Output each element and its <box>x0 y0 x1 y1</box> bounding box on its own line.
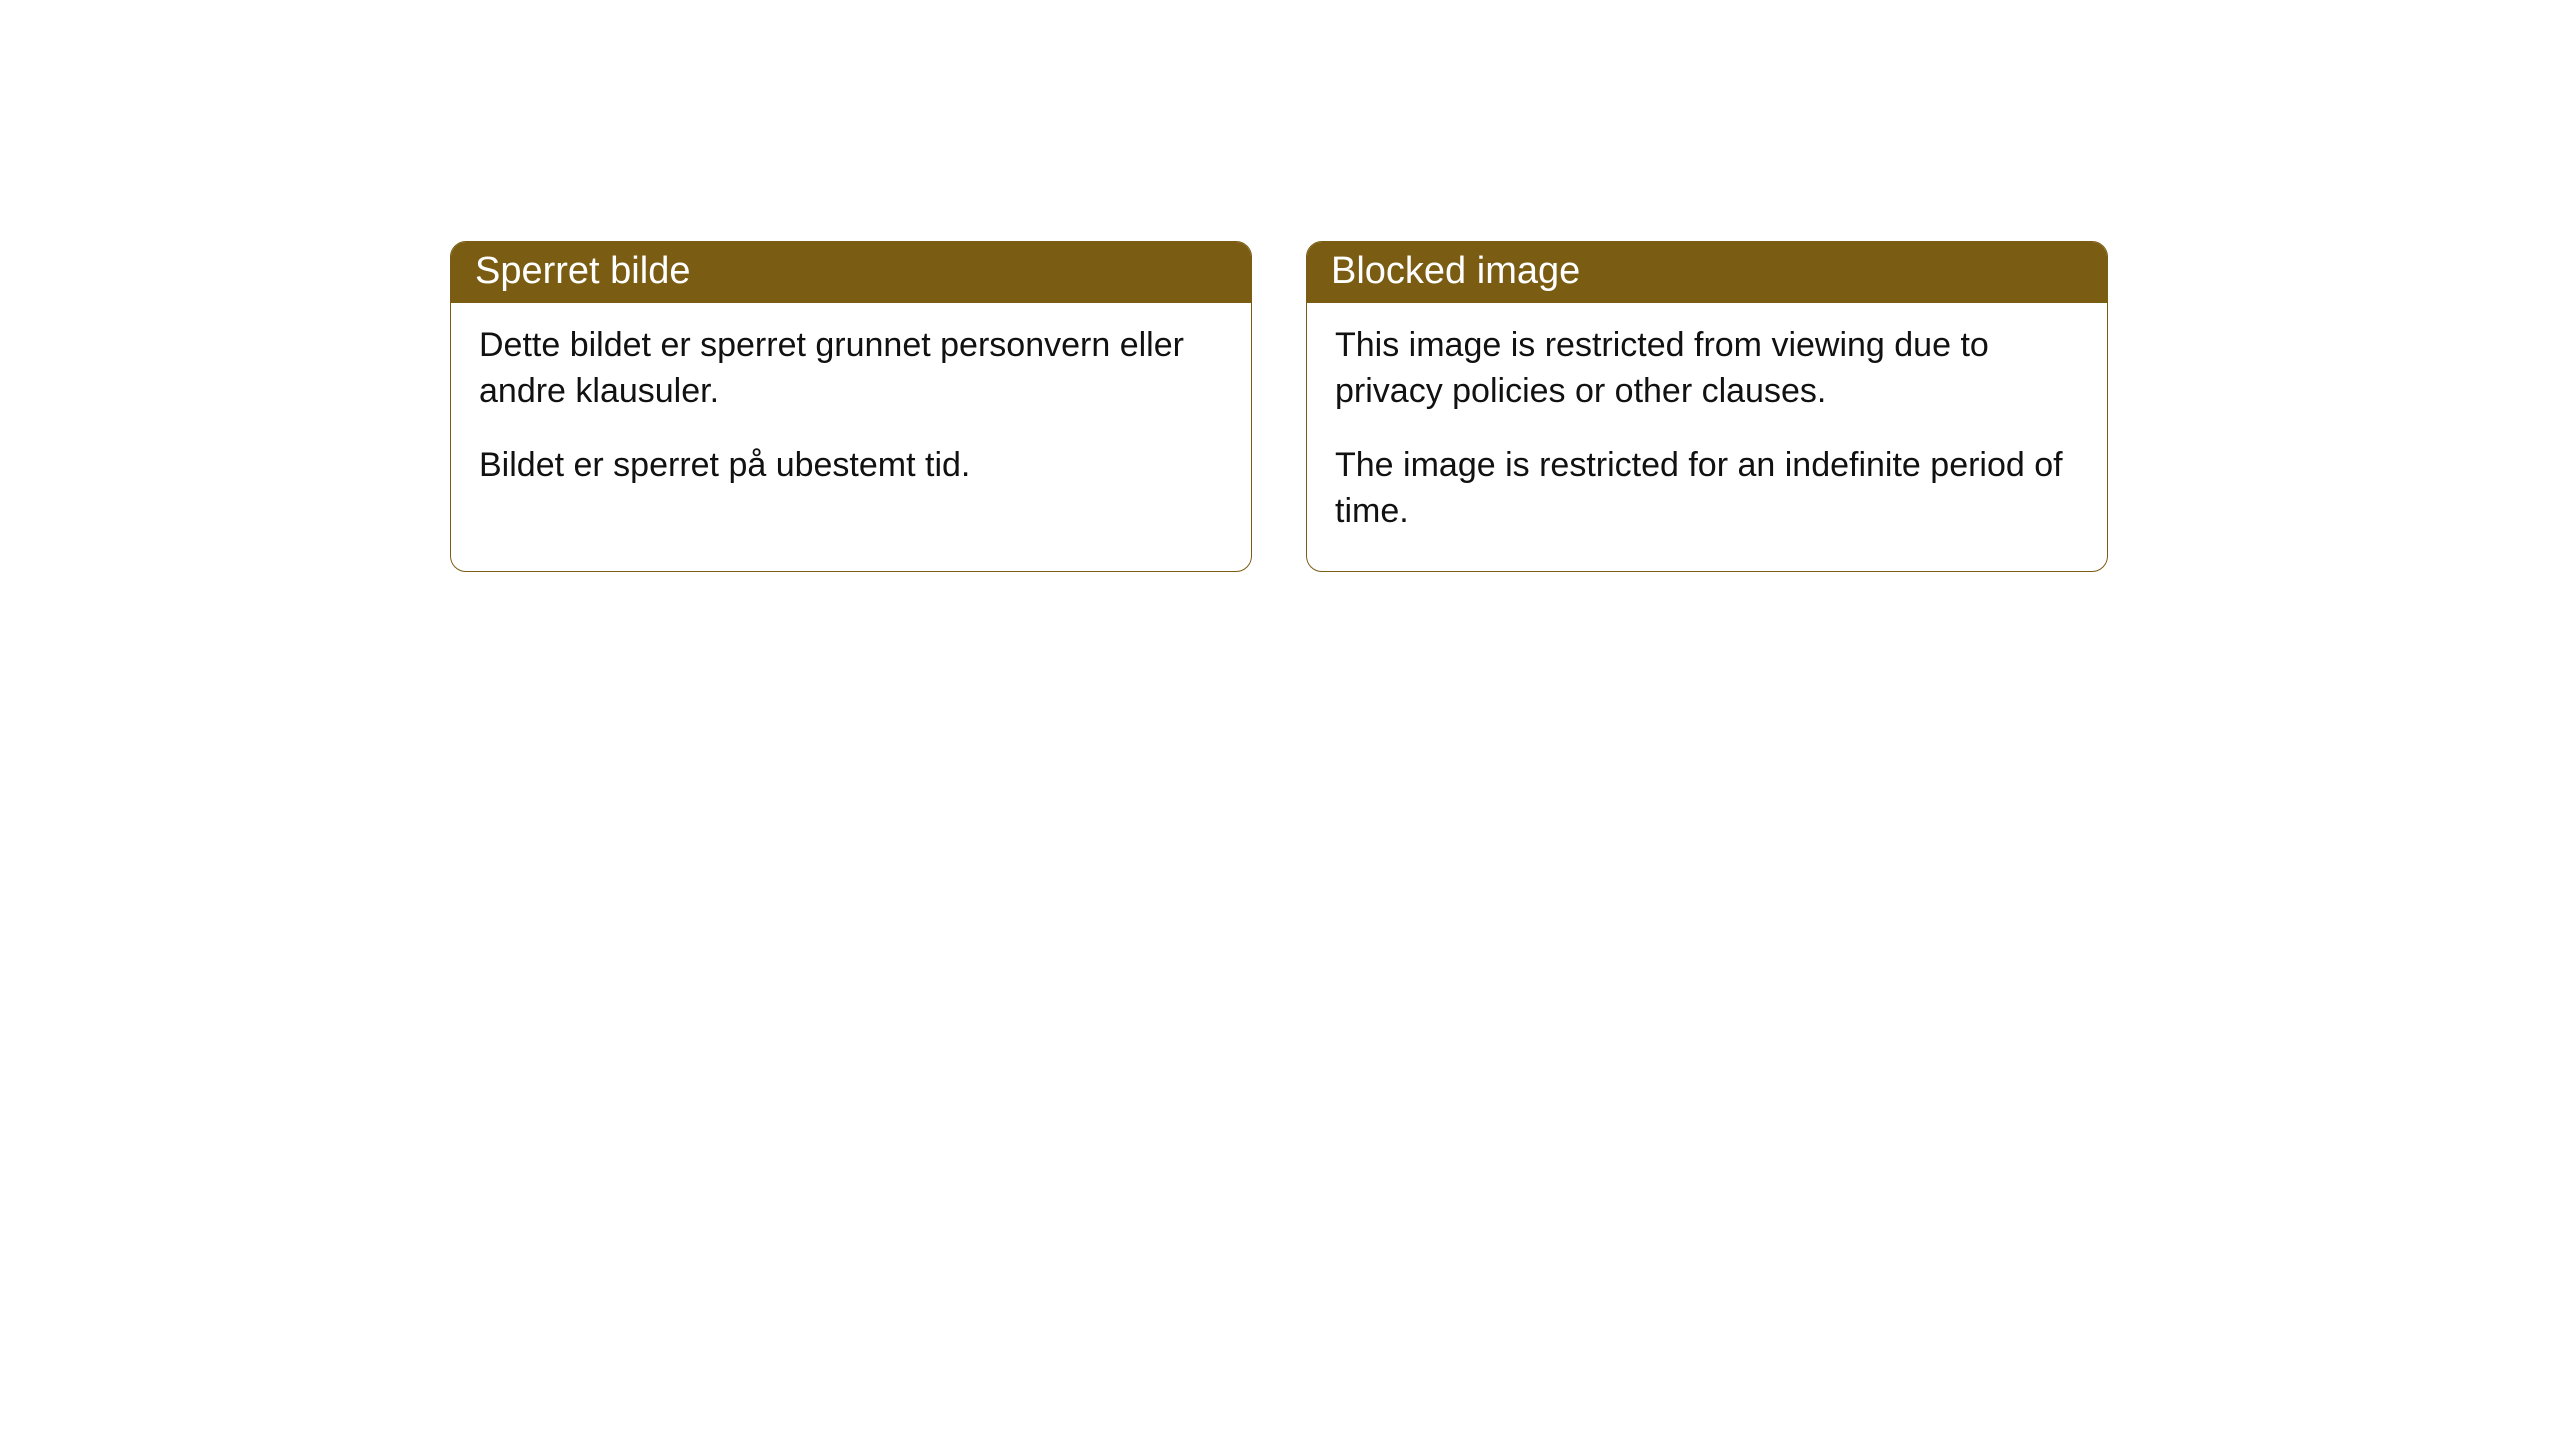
card-paragraph: Dette bildet er sperret grunnet personve… <box>479 323 1223 415</box>
card-paragraph: The image is restricted for an indefinit… <box>1335 443 2079 535</box>
card-title: Blocked image <box>1307 242 2107 303</box>
card-paragraph: Bildet er sperret på ubestemt tid. <box>479 443 1223 489</box>
card-body: Dette bildet er sperret grunnet personve… <box>451 303 1251 525</box>
card-title: Sperret bilde <box>451 242 1251 303</box>
blocked-image-card-english: Blocked image This image is restricted f… <box>1306 241 2108 572</box>
blocked-image-card-norwegian: Sperret bilde Dette bildet er sperret gr… <box>450 241 1252 572</box>
notice-container: Sperret bilde Dette bildet er sperret gr… <box>0 0 2560 572</box>
card-paragraph: This image is restricted from viewing du… <box>1335 323 2079 415</box>
card-body: This image is restricted from viewing du… <box>1307 303 2107 571</box>
